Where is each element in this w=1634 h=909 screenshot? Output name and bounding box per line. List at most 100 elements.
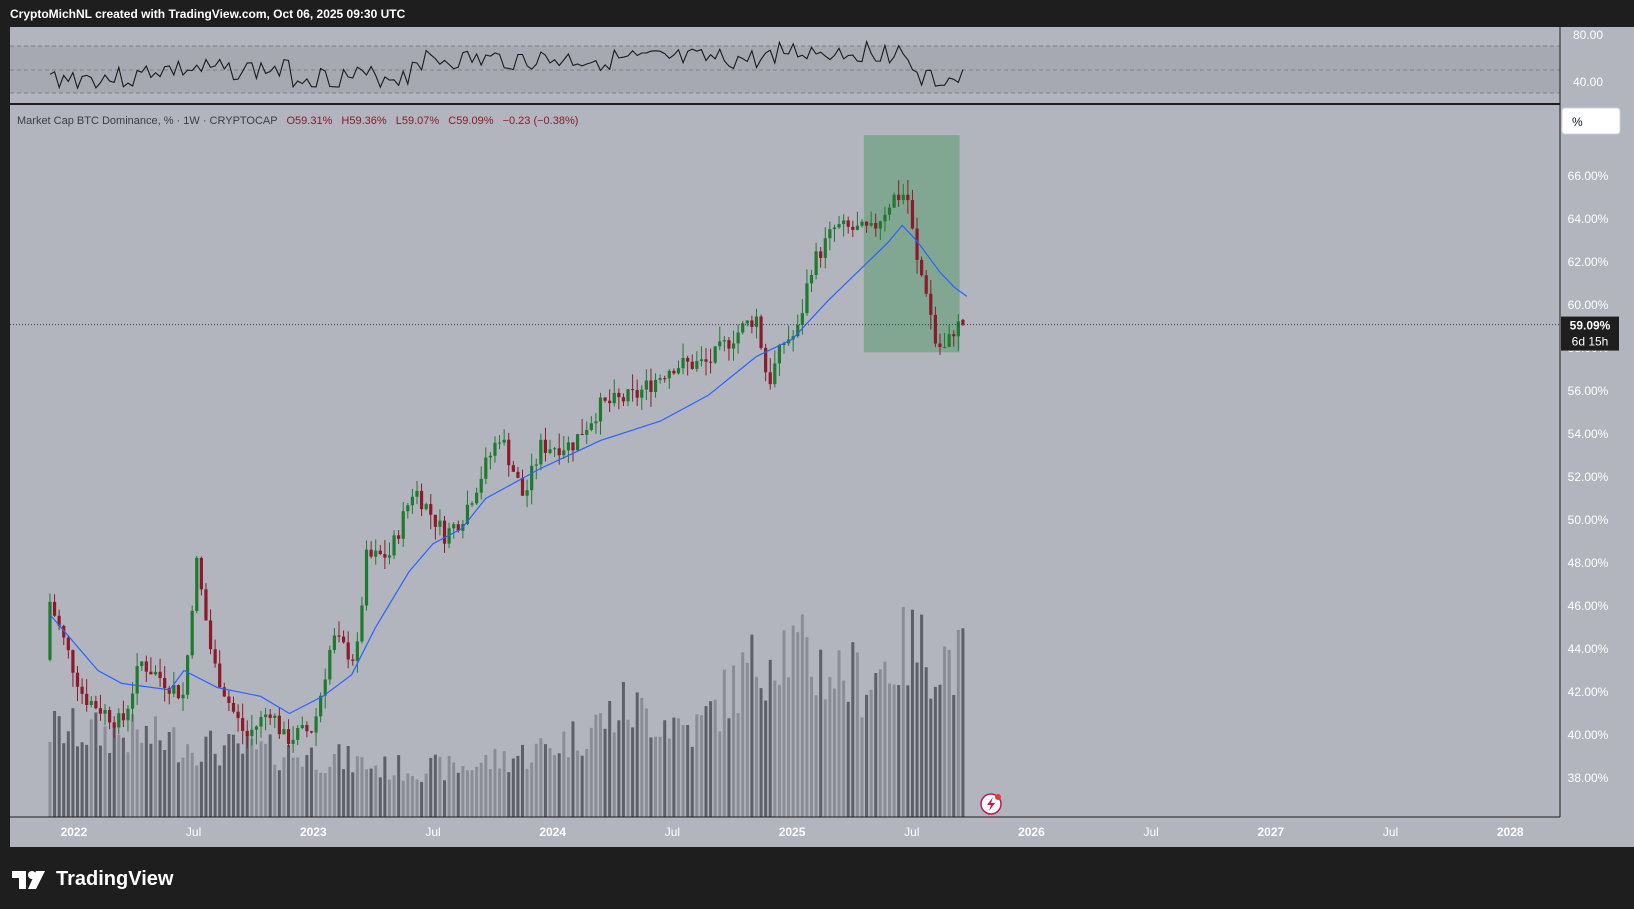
candle-body bbox=[369, 549, 373, 557]
candle-body bbox=[842, 220, 846, 225]
lightning-icon[interactable] bbox=[980, 793, 1002, 815]
candle-body bbox=[85, 693, 89, 706]
volume-bar bbox=[438, 756, 442, 817]
candle-body bbox=[929, 293, 933, 315]
volume-bar bbox=[126, 752, 130, 817]
candle-body bbox=[374, 550, 378, 557]
candle-body bbox=[438, 520, 442, 527]
candle-body bbox=[433, 514, 437, 527]
candle-body bbox=[80, 686, 84, 694]
candle-body bbox=[961, 319, 965, 325]
volume-bar bbox=[213, 753, 217, 817]
candle-body bbox=[75, 672, 80, 687]
candle-body bbox=[860, 221, 864, 226]
volume-bar bbox=[76, 746, 80, 817]
volume-bar bbox=[108, 753, 112, 817]
volume-bar bbox=[883, 661, 887, 817]
candle-body bbox=[410, 496, 414, 506]
candle-body bbox=[305, 725, 309, 732]
volume-bar bbox=[594, 714, 598, 817]
y-tick-label: 54.00% bbox=[1568, 427, 1609, 441]
candle-body bbox=[231, 702, 236, 712]
candle-body bbox=[452, 524, 456, 529]
last-price-badge: 59.09% 6d 15h bbox=[1561, 316, 1619, 351]
scale-mode-button[interactable]: % bbox=[1561, 107, 1621, 135]
candle-body bbox=[98, 708, 103, 714]
tradingview-logo[interactable]: TradingView bbox=[12, 868, 173, 891]
volume-bar bbox=[910, 609, 914, 817]
candle-body bbox=[360, 605, 364, 642]
volume-bar bbox=[901, 607, 905, 817]
volume-bar bbox=[121, 737, 125, 817]
candle-body bbox=[667, 370, 671, 379]
candle-body bbox=[204, 589, 208, 621]
volume-bar bbox=[369, 768, 373, 817]
last-price-countdown: 6d 15h bbox=[1572, 335, 1609, 349]
volume-bar bbox=[961, 628, 965, 817]
volume-bar bbox=[585, 748, 589, 817]
volume-bar bbox=[562, 731, 566, 817]
candle-body bbox=[516, 471, 520, 478]
volume-bar bbox=[814, 695, 818, 817]
volume-bar bbox=[521, 744, 525, 817]
legend-high: H59.36% bbox=[341, 115, 386, 127]
brand-name: TradingView bbox=[56, 868, 174, 890]
candle-body bbox=[658, 378, 662, 380]
candle-body bbox=[296, 727, 300, 740]
candle-body bbox=[814, 251, 818, 275]
volume-bar bbox=[195, 765, 199, 817]
volume-bar bbox=[589, 727, 593, 817]
candle-body bbox=[520, 477, 525, 496]
volume-bar bbox=[621, 681, 625, 817]
candle-body bbox=[250, 729, 254, 737]
volume-bar bbox=[135, 729, 139, 817]
candle-body bbox=[149, 671, 153, 675]
candle-body bbox=[300, 725, 304, 728]
volume-bar bbox=[397, 755, 401, 817]
volume-bar bbox=[236, 743, 240, 817]
volume-bar bbox=[360, 757, 364, 817]
candle-body bbox=[502, 439, 506, 443]
candle-body bbox=[378, 550, 382, 554]
y-tick-label: 60.00% bbox=[1568, 298, 1609, 312]
x-tick-label: 2024 bbox=[539, 825, 566, 839]
candle-body bbox=[722, 340, 726, 342]
y-tick-label: 56.00% bbox=[1568, 384, 1609, 398]
volume-bar bbox=[511, 758, 515, 817]
candle-body bbox=[553, 448, 557, 450]
volume-bar bbox=[897, 685, 901, 817]
time-axis[interactable] bbox=[10, 817, 1634, 847]
volume-bar bbox=[328, 766, 332, 817]
volume-bar bbox=[48, 741, 52, 817]
volume-bar bbox=[823, 699, 827, 817]
candle-body bbox=[153, 671, 158, 675]
x-axis-ticks: 2022 Jul 2023 Jul 2024 Jul 2025 Jul 2026 Jul 2027 J… bbox=[61, 825, 1524, 839]
candle-body bbox=[121, 713, 125, 721]
volume-bar bbox=[773, 680, 777, 817]
volume-bar bbox=[378, 777, 382, 817]
volume-bar bbox=[713, 699, 717, 817]
candle-body bbox=[777, 344, 782, 364]
candle-body bbox=[71, 650, 75, 673]
candle-body bbox=[282, 729, 286, 735]
price-axis[interactable] bbox=[1560, 27, 1634, 817]
candle-body bbox=[653, 379, 658, 392]
volume-bar bbox=[158, 740, 162, 817]
volume-bar bbox=[777, 684, 781, 817]
volume-bar bbox=[204, 736, 208, 817]
candle-body bbox=[355, 641, 359, 661]
volume-bar bbox=[153, 716, 157, 817]
candle-body bbox=[837, 224, 841, 228]
candle-body bbox=[580, 434, 584, 436]
candle-body bbox=[158, 671, 162, 679]
candle-body bbox=[906, 194, 910, 201]
candle-body bbox=[846, 220, 850, 227]
candle-body bbox=[493, 442, 497, 456]
volume-bar bbox=[764, 700, 768, 817]
legend[interactable]: Market Cap BTC Dominance, % · 1W · CRYPT… bbox=[17, 115, 578, 127]
volume-bar bbox=[452, 762, 456, 817]
volume-bar bbox=[488, 769, 492, 817]
candle-body bbox=[942, 346, 947, 348]
volume-bar bbox=[846, 701, 850, 817]
candle-body bbox=[864, 221, 869, 226]
